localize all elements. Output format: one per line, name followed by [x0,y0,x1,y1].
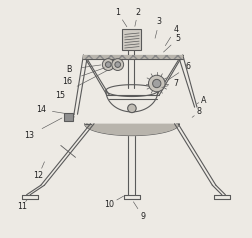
Text: 6: 6 [185,62,190,71]
Text: 11: 11 [17,202,27,211]
Text: 13: 13 [24,131,34,140]
Circle shape [148,75,165,92]
Circle shape [128,104,136,113]
Text: 1: 1 [115,8,120,17]
Bar [65,113,73,121]
Text: 7: 7 [173,79,178,88]
Text: 8: 8 [197,107,202,116]
Text: 10: 10 [104,200,114,209]
Text: 3: 3 [157,17,162,26]
Text: 9: 9 [140,212,145,221]
Text: B: B [67,65,72,74]
Bar [122,29,141,50]
Circle shape [115,62,120,67]
Text: 2: 2 [135,8,140,17]
Text: 15: 15 [55,91,65,100]
Polygon shape [85,124,179,136]
Text: 14: 14 [36,105,46,114]
Text: 12: 12 [34,171,44,180]
Text: 16: 16 [62,77,72,86]
Text: 4: 4 [173,25,178,34]
Circle shape [105,62,111,67]
Circle shape [112,59,124,70]
Text: 5: 5 [175,34,181,43]
Circle shape [102,59,114,70]
Bar [83,55,183,59]
Text: A: A [201,96,207,104]
Circle shape [153,79,161,88]
